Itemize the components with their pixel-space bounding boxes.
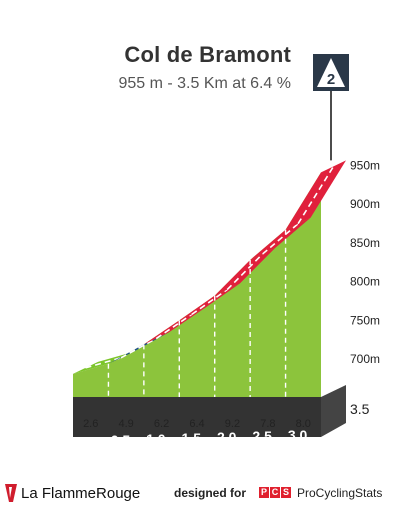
y-tick-label: 700m (350, 352, 380, 366)
category-triangle-icon (317, 58, 345, 87)
pcs-name: ProCyclingStats (297, 486, 383, 500)
road-centerline (85, 357, 122, 369)
segment-gradient-label: 4.9 (118, 418, 133, 430)
designed-for-label: designed for (174, 486, 247, 500)
segment-gradient-label: 2.6 (83, 418, 98, 430)
x-tick-label: 1.0 (146, 431, 166, 447)
segment-gradient-label: 9.2 (225, 418, 240, 430)
x-tick-label: 3.0 (288, 427, 308, 443)
brand-name: La FlammeRouge (21, 484, 141, 502)
y-tick-label: 900m (350, 197, 380, 211)
x-tick-label: 0.5 (111, 432, 131, 448)
pcs-logo-icon: P C S (259, 487, 291, 498)
category-number: 2 (327, 71, 335, 88)
climb-title: Col de Bramont (124, 42, 291, 67)
road-centerline (226, 253, 264, 291)
elevation-profile-chart: 2.6 4.9 6.2 6.4 9.2 7.8 8.0 0.5 1.0 1.5 2.0 2.5 3.0 3… (73, 54, 381, 448)
y-tick-label: 750m (350, 313, 380, 327)
segment-gradient-label: 6.4 (189, 418, 204, 430)
segment-gradient-label: 8.0 (296, 418, 311, 430)
pcs-letter: C (270, 487, 280, 498)
road-centerline (297, 165, 335, 225)
road-segment (73, 351, 134, 374)
profile-base-side (321, 385, 346, 437)
pcs-letter: S (281, 487, 291, 498)
x-tick-label: 2.0 (217, 429, 237, 445)
x-end-label: 3.5 (350, 401, 370, 417)
road-centerline (191, 288, 228, 316)
climb-subtitle: 955 m - 3.5 Km at 6.4 % (118, 75, 291, 92)
pcs-letter: P (259, 487, 269, 498)
x-tick-label: 2.5 (252, 428, 272, 444)
segment-gradient-label: 6.2 (154, 418, 169, 430)
footer: La FlammeRouge designed for P C S ProCyc… (0, 474, 405, 509)
road-centerline (155, 313, 193, 340)
profile-base (73, 397, 321, 437)
y-tick-label: 850m (350, 236, 380, 250)
segment-gradient-label: 7.8 (260, 418, 275, 430)
y-tick-label: 800m (350, 275, 380, 289)
flamme-rouge-icon (5, 484, 17, 502)
profile-terrain-fill (73, 172, 321, 397)
road-centerline (120, 337, 157, 359)
brand-logo: La FlammeRouge (4, 484, 140, 502)
y-tick-label: 950m (350, 158, 380, 172)
x-tick-label: 1.5 (182, 430, 202, 446)
road-centerline (262, 223, 299, 255)
